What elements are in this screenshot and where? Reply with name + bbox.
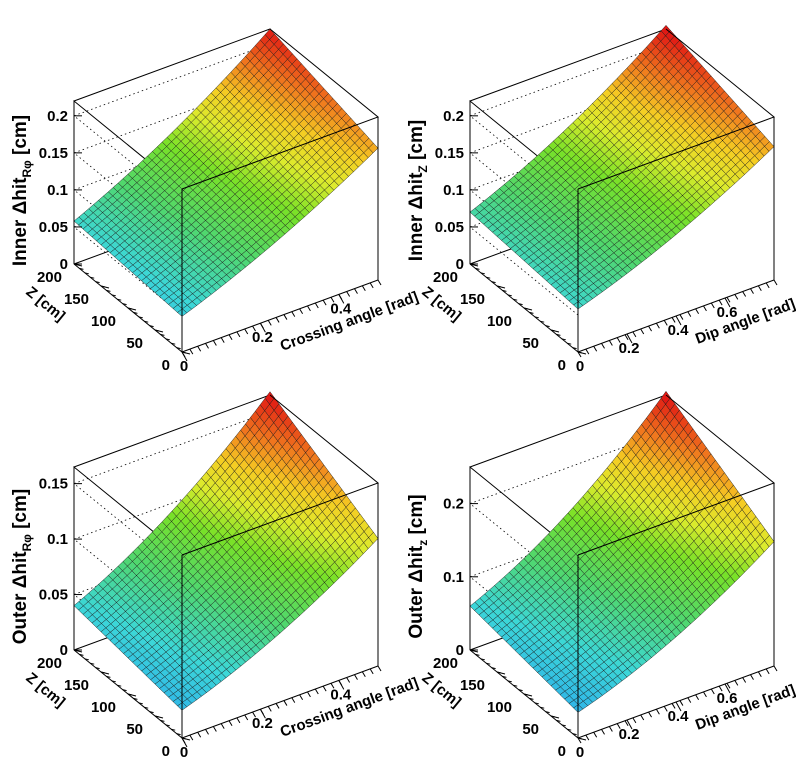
x-tick-label: 0.6 bbox=[717, 304, 738, 321]
z-tick-label: 0 bbox=[60, 642, 68, 659]
y-tick-label: 200 bbox=[433, 269, 458, 286]
z-tick-label: 0.15 bbox=[39, 476, 68, 493]
z-tick-label: 0 bbox=[456, 256, 464, 273]
surface-cell bbox=[368, 142, 379, 154]
z-tick-label: 0.05 bbox=[39, 587, 68, 604]
z-tick-label: 0.05 bbox=[39, 219, 68, 236]
panel-inner-z: 00.20.40.605010015020000.050.10.150.2Dip… bbox=[406, 24, 796, 375]
z-axis-title: Outer Δhitz [cm] bbox=[406, 494, 430, 638]
y-tick-label: 100 bbox=[487, 313, 512, 330]
surface-plot bbox=[73, 28, 379, 317]
z-tick-labels: 0 0.05 0.1 0.15 bbox=[39, 476, 68, 659]
y-tick-label: 150 bbox=[460, 291, 485, 308]
z-axis-title: Outer ΔhitRφ [cm] bbox=[10, 489, 34, 644]
y-tick-label: 200 bbox=[37, 655, 62, 672]
x-tick-label: 0 bbox=[180, 744, 188, 761]
z-axis-title-subscript: Z bbox=[416, 165, 430, 172]
y-tick-label: 0 bbox=[558, 743, 566, 760]
y-tick-label: 150 bbox=[64, 291, 89, 308]
x-tick-label: 0.4 bbox=[668, 322, 690, 339]
y-tick-label: 0 bbox=[558, 357, 566, 374]
z-tick-labels: 0 0.05 0.1 0.15 0.2 bbox=[435, 108, 464, 273]
y-axis-title: Z [cm] bbox=[23, 283, 69, 325]
z-axis-title-unit: [cm] bbox=[406, 120, 427, 165]
y-tick-label: 50 bbox=[522, 721, 539, 738]
z-axis-title-unit: [cm] bbox=[406, 494, 427, 539]
x-tick-label: 0.4 bbox=[330, 300, 352, 317]
x-tick-label: 0.4 bbox=[668, 708, 690, 725]
z-axis-title-unit: [cm] bbox=[10, 489, 31, 534]
y-tick-label: 100 bbox=[487, 699, 512, 716]
y-tick-label: 200 bbox=[433, 655, 458, 672]
y-tick-label: 50 bbox=[126, 721, 143, 738]
z-tick-labels: 0 0.05 0.1 0.15 0.2 bbox=[39, 108, 68, 273]
x-axis-title: Crossing angle [rad] bbox=[278, 674, 421, 740]
y-tick-label: 50 bbox=[126, 335, 143, 352]
x-axis-title: Dip angle [rad] bbox=[693, 296, 796, 348]
y-axis-title: Z [cm] bbox=[419, 669, 465, 711]
z-tick-label: 0.15 bbox=[435, 145, 464, 162]
front-box bbox=[181, 28, 379, 352]
z-tick-label: 0.1 bbox=[443, 569, 464, 586]
surface-plot bbox=[469, 390, 775, 713]
z-tick-label: 0.05 bbox=[435, 219, 464, 236]
z-tick-label: 0.1 bbox=[443, 182, 464, 199]
z-tick-label: 0 bbox=[456, 642, 464, 659]
y-tick-label: 100 bbox=[91, 313, 116, 330]
z-axis-title-subscript: Rφ bbox=[20, 160, 34, 178]
z-axis-title-main: Outer Δhit bbox=[406, 545, 427, 638]
z-axis-title-unit: [cm] bbox=[10, 115, 31, 160]
surface-plot bbox=[469, 24, 775, 310]
x-tick-label: 0.2 bbox=[619, 726, 640, 743]
z-tick-label: 0.2 bbox=[47, 108, 68, 125]
x-axis-title: Crossing angle [rad] bbox=[278, 288, 421, 354]
z-tick-label: 0 bbox=[60, 256, 68, 273]
x-tick-labels: 0 0.2 0.4 0.6 bbox=[576, 304, 738, 375]
front-box bbox=[577, 28, 775, 352]
y-axis-title: Z [cm] bbox=[419, 283, 465, 325]
z-axis-title: Inner ΔhitRφ [cm] bbox=[10, 115, 34, 266]
x-tick-label: 0 bbox=[180, 358, 188, 375]
y-tick-label: 100 bbox=[91, 699, 116, 716]
panel-inner-rphi: 00.20.405010015020000.050.10.150.2Crossi… bbox=[10, 28, 421, 375]
x-tick-labels: 0 0.2 0.4 bbox=[180, 300, 352, 375]
z-tick-label: 0.15 bbox=[39, 145, 68, 162]
y-tick-label: 0 bbox=[162, 357, 170, 374]
z-tick-label: 0.1 bbox=[47, 182, 68, 199]
z-tick-label: 0.1 bbox=[47, 531, 68, 548]
axes bbox=[469, 101, 778, 358]
x-tick-label: 0.2 bbox=[619, 340, 640, 357]
y-tick-label: 150 bbox=[64, 677, 89, 694]
z-tick-label: 0.2 bbox=[443, 496, 464, 513]
z-tick-labels: 0 0.1 0.2 bbox=[443, 496, 464, 659]
y-axis-title: Z [cm] bbox=[23, 669, 69, 711]
z-axis-title: Inner ΔhitZ [cm] bbox=[406, 120, 430, 261]
z-axis-title-main: Inner Δhit bbox=[406, 172, 427, 261]
y-tick-label: 50 bbox=[522, 335, 539, 352]
x-axis-title: Dip angle [rad] bbox=[693, 682, 796, 734]
x-tick-label: 0.2 bbox=[252, 329, 273, 346]
y-tick-label: 200 bbox=[37, 269, 62, 286]
x-tick-label: 0 bbox=[576, 744, 584, 761]
y-tick-label: 0 bbox=[162, 743, 170, 760]
z-tick-label: 0.2 bbox=[443, 108, 464, 125]
panel-outer-rphi: 00.20.405010015020000.050.10.15Crossing … bbox=[10, 391, 421, 761]
axes bbox=[73, 101, 382, 362]
y-tick-label: 150 bbox=[460, 677, 485, 694]
surface-plot bbox=[73, 391, 379, 711]
x-tick-label: 0.2 bbox=[252, 715, 273, 732]
z-axis-title-main: Inner Δhit bbox=[10, 177, 31, 266]
surface-cell bbox=[764, 141, 775, 152]
x-tick-label: 0 bbox=[576, 358, 584, 375]
z-axis-title-subscript: Rφ bbox=[20, 534, 34, 552]
z-axis-title-main: Outer Δhit bbox=[10, 551, 31, 644]
